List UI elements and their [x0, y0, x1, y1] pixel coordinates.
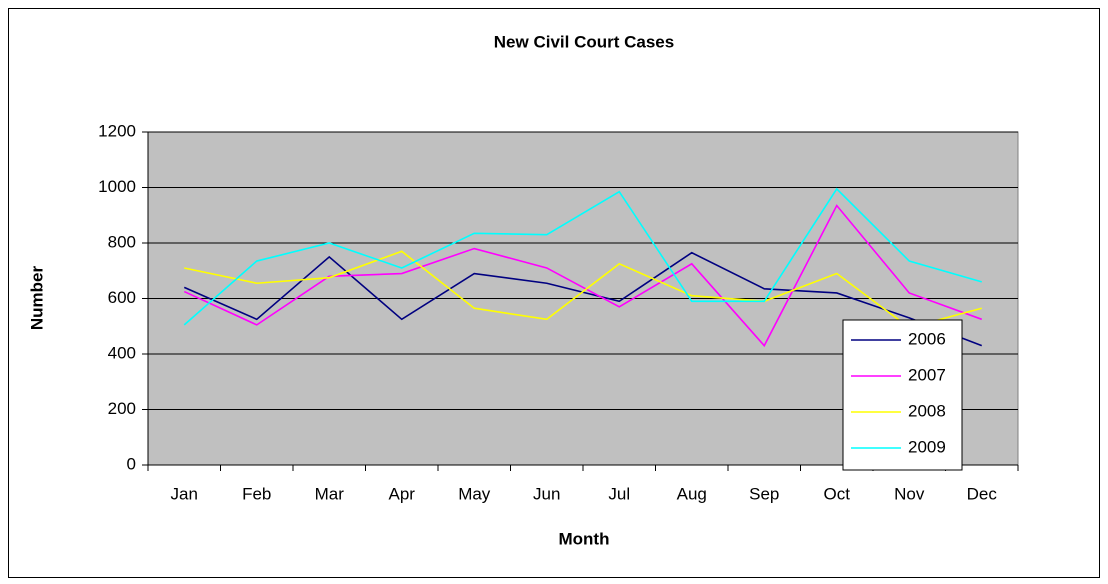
- x-tick-label: Aug: [677, 484, 707, 503]
- y-tick-label: 800: [108, 232, 136, 251]
- y-tick-label: 600: [108, 288, 136, 307]
- y-tick-label: 1200: [98, 121, 136, 140]
- x-tick-label: Apr: [389, 484, 416, 503]
- series-line: [183, 204, 983, 348]
- y-tick-label: 200: [108, 399, 136, 418]
- legend: 2006 2007 2008 2009: [842, 319, 963, 471]
- x-tick-label: Sep: [749, 484, 779, 503]
- x-tick-label: Dec: [967, 484, 998, 503]
- series-line: [183, 187, 982, 326]
- x-tick-label: Mar: [315, 484, 345, 503]
- y-axis-label: Number: [27, 266, 46, 331]
- legend-label: 2009: [908, 437, 946, 456]
- x-tick-label: Feb: [242, 484, 271, 503]
- x-tick-label: May: [458, 484, 491, 503]
- x-tick-label: Jan: [171, 484, 198, 503]
- chart-title: New Civil Court Cases: [494, 32, 674, 51]
- legend-box: [842, 319, 963, 471]
- x-axis-label: Month: [559, 529, 610, 548]
- x-tick-label: Jul: [608, 484, 630, 503]
- x-tick-label: Nov: [894, 484, 925, 503]
- y-tick-label: 0: [127, 454, 136, 473]
- legend-label: 2006: [908, 329, 946, 348]
- x-tick-label: Oct: [824, 484, 851, 503]
- y-tick-label: 1000: [98, 177, 136, 196]
- legend-label: 2008: [908, 401, 946, 420]
- y-tick-label: 400: [108, 343, 136, 362]
- series-line: [184, 250, 982, 329]
- x-tick-label: Jun: [533, 484, 560, 503]
- legend-label: 2007: [908, 365, 946, 384]
